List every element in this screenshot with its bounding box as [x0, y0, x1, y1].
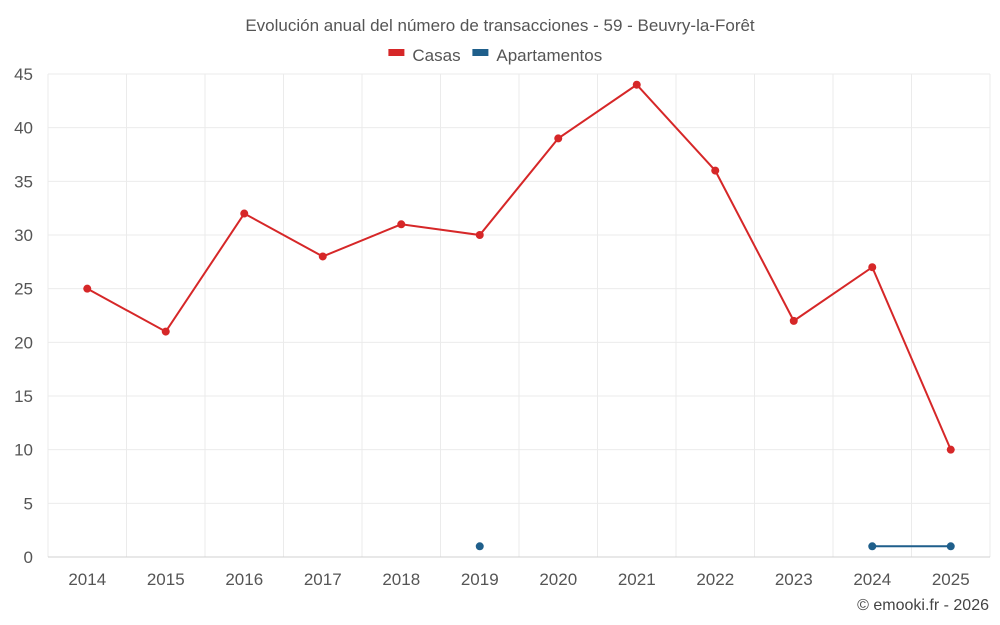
- y-tick-label: 35: [14, 172, 33, 191]
- series-apartamentos: [475, 542, 955, 551]
- x-tick-label: 2025: [932, 570, 970, 589]
- legend-item-casas[interactable]: Casas: [388, 46, 461, 65]
- x-tick-label: 2014: [68, 570, 106, 589]
- data-point[interactable]: [318, 252, 327, 261]
- data-point[interactable]: [397, 220, 406, 229]
- data-point[interactable]: [161, 327, 170, 336]
- y-tick-label: 5: [24, 494, 33, 513]
- credit-text: © emooki.fr - 2026: [857, 597, 989, 614]
- legend-label: Casas: [412, 46, 460, 65]
- y-tick-label: 15: [14, 387, 33, 406]
- y-tick-label: 40: [14, 119, 33, 138]
- x-tick-label: 2022: [696, 570, 734, 589]
- x-tick-label: 2018: [382, 570, 420, 589]
- data-point[interactable]: [711, 166, 720, 175]
- data-point[interactable]: [946, 445, 955, 454]
- y-tick-label: 20: [14, 333, 33, 352]
- data-point[interactable]: [789, 316, 798, 325]
- x-tick-label: 2017: [304, 570, 342, 589]
- y-tick-label: 45: [14, 65, 33, 84]
- legend[interactable]: Casas Apartamentos: [388, 46, 602, 65]
- data-point[interactable]: [83, 284, 92, 293]
- data-point[interactable]: [240, 209, 249, 218]
- x-tick-label: 2021: [618, 570, 656, 589]
- data-point[interactable]: [868, 542, 877, 551]
- chart-title: Evolución anual del número de transaccio…: [245, 16, 755, 35]
- legend-label: Apartamentos: [496, 46, 602, 65]
- data-point[interactable]: [475, 542, 484, 551]
- x-tick-label: 2023: [775, 570, 813, 589]
- legend-item-apartamentos[interactable]: Apartamentos: [472, 46, 602, 65]
- y-tick-label: 10: [14, 441, 33, 460]
- y-tick-label: 0: [24, 548, 33, 567]
- x-tick-label: 2024: [853, 570, 891, 589]
- series-line: [86, 83, 952, 451]
- series-layer: [83, 80, 955, 551]
- data-point[interactable]: [632, 80, 641, 89]
- x-tick-label: 2016: [225, 570, 263, 589]
- data-point[interactable]: [554, 134, 563, 143]
- x-tick-label: 2019: [461, 570, 499, 589]
- data-point[interactable]: [868, 263, 877, 272]
- data-point[interactable]: [946, 542, 955, 551]
- legend-swatch: [472, 49, 489, 56]
- x-tick-label: 2015: [147, 570, 185, 589]
- x-tick-label: 2020: [539, 570, 577, 589]
- y-tick-label: 25: [14, 280, 33, 299]
- grid-lines: [47, 73, 991, 557]
- legend-swatch: [388, 49, 405, 56]
- data-point[interactable]: [475, 231, 484, 239]
- series-casas: [83, 80, 955, 454]
- y-tick-label: 30: [14, 226, 33, 245]
